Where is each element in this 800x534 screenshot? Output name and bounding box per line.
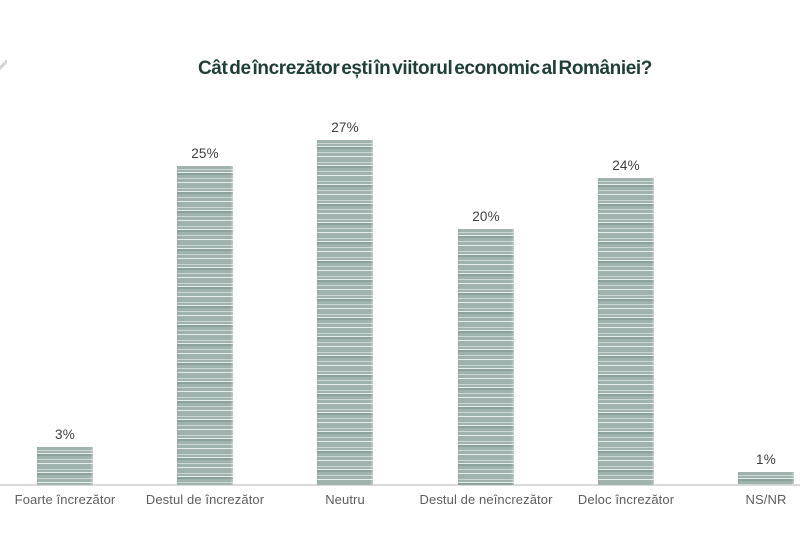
x-axis-baseline [0, 484, 800, 486]
bar [177, 166, 233, 485]
bar [598, 178, 654, 485]
bar-column: 27% [275, 0, 415, 485]
bar-column: 3% [0, 0, 135, 485]
bar [738, 472, 794, 485]
bar-column: 1% [696, 0, 800, 485]
category-label: Destul de încrezător [145, 492, 265, 507]
bar-value-label: 1% [756, 452, 776, 467]
bar [37, 447, 93, 485]
category-label: NS/NR [745, 492, 787, 507]
bar-value-label: 25% [191, 146, 219, 161]
bar-value-label: 24% [612, 158, 640, 173]
bar-value-label: 3% [55, 427, 75, 442]
bar-value-label: 20% [472, 209, 500, 224]
category-label: Deloc încrezător [577, 492, 675, 507]
bar [317, 140, 373, 485]
chart-title: Cât de încrezător ești în viitorul econo… [197, 58, 653, 79]
category-label: Foarte încrezător [14, 492, 116, 507]
category-label: Neutru [325, 492, 365, 507]
category-label: Destul de neîncrezător [419, 492, 553, 507]
bar-column: 24% [556, 0, 696, 485]
bar [458, 229, 514, 485]
bar-column: 25% [135, 0, 275, 485]
bar-column: 20% [416, 0, 556, 485]
bar-value-label: 27% [331, 120, 359, 135]
partial-logo-mark [0, 60, 7, 76]
